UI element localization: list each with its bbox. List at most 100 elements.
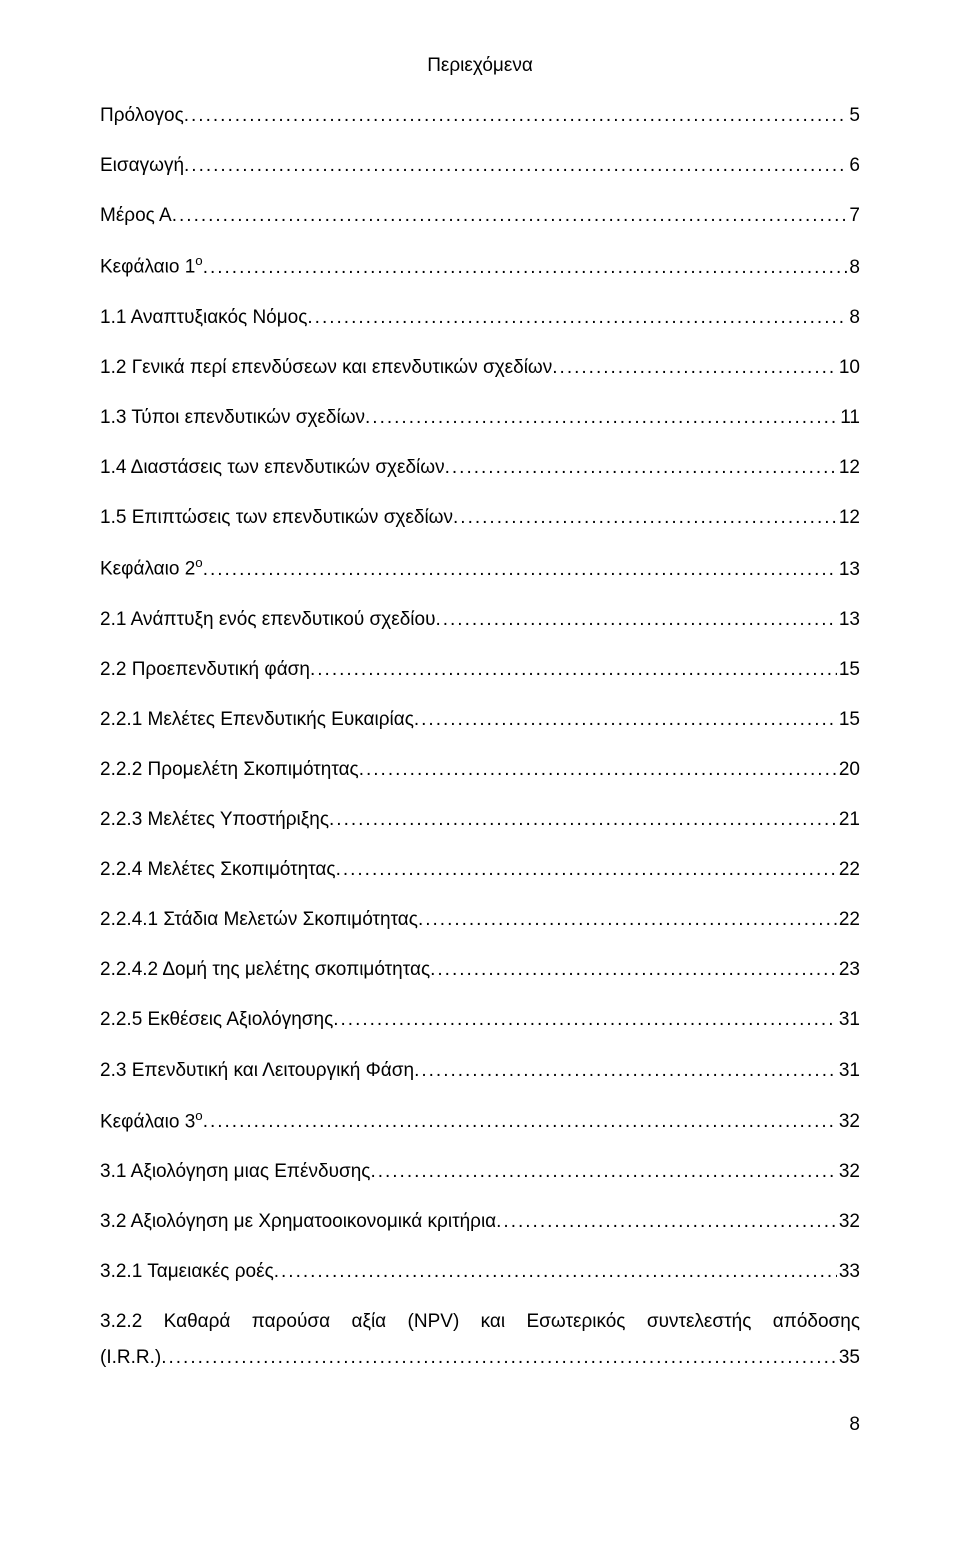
toc-page: 5 xyxy=(847,98,860,134)
toc-dots xyxy=(430,952,837,988)
toc-entry: 1.2 Γενικά περί επενδύσεων και επενδυτικ… xyxy=(100,350,860,386)
toc-label: Μέρος Α xyxy=(100,198,172,234)
toc-page: 13 xyxy=(837,552,860,588)
toc-label: 2.2.1 Μελέτες Επενδυτικής Ευκαιρίας xyxy=(100,702,414,738)
toc-page: 35 xyxy=(837,1340,860,1376)
toc-dots xyxy=(552,350,837,386)
toc-page: 21 xyxy=(837,802,860,838)
toc-label: 1.2 Γενικά περί επενδύσεων και επενδυτικ… xyxy=(100,350,552,386)
toc-entry: Εισαγωγή 6 xyxy=(100,148,860,184)
toc-label: Κεφάλαιο 2ο xyxy=(100,550,203,587)
toc-label: 2.2.4 Μελέτες Σκοπιμότητας xyxy=(100,852,336,888)
toc-label: 1.4 Διαστάσεις των επενδυτικών σχεδίων xyxy=(100,450,445,486)
toc-entry: 1.3 Τύποι επενδυτικών σχεδίων 11 xyxy=(100,400,860,436)
toc-dots xyxy=(445,450,837,486)
toc-page: 22 xyxy=(837,852,860,888)
toc-entry: Κεφάλαιο 2ο 13 xyxy=(100,550,860,587)
toc-label: Κεφάλαιο 3ο xyxy=(100,1103,203,1140)
toc-dots xyxy=(184,98,848,134)
toc-entry: 2.2 Προεπενδυτική φάση 15 xyxy=(100,652,860,688)
toc-label: 2.1 Ανάπτυξη ενός επενδυτικού σχεδίου xyxy=(100,602,435,638)
toc-page: 8 xyxy=(847,300,860,336)
toc-entry: Κεφάλαιο 3ο 32 xyxy=(100,1103,860,1140)
toc-label: 2.2.4.1 Στάδια Μελετών Σκοπιμότητας xyxy=(100,902,418,938)
toc-entry: Μέρος Α 7 xyxy=(100,198,860,234)
toc-page: 20 xyxy=(837,752,860,788)
toc-dots xyxy=(203,552,837,588)
toc-entry: 2.2.5 Εκθέσεις Αξιολόγησης 31 xyxy=(100,1002,860,1038)
toc-label: Κεφάλαιο 1ο xyxy=(100,248,203,285)
toc-label: Πρόλογος xyxy=(100,98,184,134)
toc-label: 2.2.5 Εκθέσεις Αξιολόγησης xyxy=(100,1002,333,1038)
page-number: 8 xyxy=(100,1407,860,1443)
toc-page: 32 xyxy=(837,1104,860,1140)
toc-dots xyxy=(370,1154,836,1190)
toc-entry: 1.1 Αναπτυξιακός Νόμος 8 xyxy=(100,300,860,336)
toc-entry: 2.1 Ανάπτυξη ενός επενδυτικού σχεδίου 13 xyxy=(100,602,860,638)
toc-dots xyxy=(453,500,837,536)
toc-dots xyxy=(310,652,837,688)
toc-page: 10 xyxy=(837,350,860,386)
toc-label: 2.2.4.2 Δομή της μελέτης σκοπιμότητας xyxy=(100,952,430,988)
toc-page: 12 xyxy=(837,450,860,486)
toc-page: 13 xyxy=(837,602,860,638)
toc-entry: 3.1 Αξιολόγηση μιας Επένδυσης 32 xyxy=(100,1154,860,1190)
toc-dots xyxy=(418,902,837,938)
toc-entry: 2.2.4 Μελέτες Σκοπιμότητας 22 xyxy=(100,852,860,888)
toc-label: 3.2 Αξιολόγηση με Χρηματοοικονομικά κριτ… xyxy=(100,1204,496,1240)
toc-label: 2.2.2 Προμελέτη Σκοπιμότητας xyxy=(100,752,359,788)
toc-label: 2.2 Προεπενδυτική φάση xyxy=(100,652,310,688)
toc-page: 15 xyxy=(837,702,860,738)
toc-page: 15 xyxy=(837,652,860,688)
toc-entry: 2.2.4.2 Δομή της μελέτης σκοπιμότητας 23 xyxy=(100,952,860,988)
toc-entry: 2.2.2 Προμελέτη Σκοπιμότητας 20 xyxy=(100,752,860,788)
toc-page: 32 xyxy=(837,1204,860,1240)
toc-page: 31 xyxy=(837,1002,860,1038)
toc-page: 12 xyxy=(837,500,860,536)
toc-entry: 1.5 Επιπτώσεις των επενδυτικών σχεδίων 1… xyxy=(100,500,860,536)
toc-page: 7 xyxy=(847,198,860,234)
toc-page: 6 xyxy=(847,148,860,184)
toc-dots xyxy=(414,702,837,738)
toc-dots xyxy=(203,250,848,286)
toc-label: 1.5 Επιπτώσεις των επενδυτικών σχεδίων xyxy=(100,500,453,536)
toc-label: (I.R.R.) xyxy=(100,1340,161,1376)
toc-label: 3.1 Αξιολόγηση μιας Επένδυσης xyxy=(100,1154,370,1190)
toc-label: 2.3 Επενδυτική και Λειτουργική Φάση xyxy=(100,1053,414,1089)
toc-page: 31 xyxy=(837,1053,860,1089)
toc-dots xyxy=(307,300,847,336)
toc-entry: Κεφάλαιο 1ο 8 xyxy=(100,248,860,285)
toc-dots xyxy=(203,1104,837,1140)
toc-entry-multiline: 3.2.2 Καθαρά παρούσα αξία (NPV) και Εσωτ… xyxy=(100,1304,860,1376)
toc-dots xyxy=(496,1204,837,1240)
toc-entry: 2.2.3 Μελέτες Υποστήριξης 21 xyxy=(100,802,860,838)
toc-label: 1.1 Αναπτυξιακός Νόμος xyxy=(100,300,307,336)
toc-label: Εισαγωγή xyxy=(100,148,184,184)
toc-entry: 2.2.1 Μελέτες Επενδυτικής Ευκαιρίας 15 xyxy=(100,702,860,738)
toc-label: 3.2.1 Ταμειακές ροές xyxy=(100,1254,274,1290)
toc-dots xyxy=(414,1053,837,1089)
toc-label: 1.3 Τύποι επενδυτικών σχεδίων xyxy=(100,400,365,436)
table-of-contents: Πρόλογος 5 Εισαγωγή 6 Μέρος Α 7 Κεφάλαιο 1ο… xyxy=(100,98,860,1290)
toc-entry: 3.2.1 Ταμειακές ροές 33 xyxy=(100,1254,860,1290)
toc-page: 23 xyxy=(837,952,860,988)
toc-entry: 1.4 Διαστάσεις των επενδυτικών σχεδίων 1… xyxy=(100,450,860,486)
toc-dots xyxy=(172,198,848,234)
toc-dots xyxy=(184,148,847,184)
toc-dots xyxy=(359,752,837,788)
toc-entry: 3.2 Αξιολόγηση με Χρηματοοικονομικά κριτ… xyxy=(100,1204,860,1240)
toc-dots xyxy=(365,400,838,436)
toc-label: 2.2.3 Μελέτες Υποστήριξης xyxy=(100,802,329,838)
toc-dots xyxy=(435,602,836,638)
toc-dots xyxy=(329,802,837,838)
toc-page: 8 xyxy=(847,250,860,286)
toc-page: 32 xyxy=(837,1154,860,1190)
toc-entry: 2.3 Επενδυτική και Λειτουργική Φάση 31 xyxy=(100,1053,860,1089)
toc-dots xyxy=(161,1340,837,1376)
toc-dots xyxy=(336,852,837,888)
toc-page: 33 xyxy=(837,1254,860,1290)
toc-dots xyxy=(333,1002,837,1038)
toc-label: 3.2.2 Καθαρά παρούσα αξία (NPV) και Εσωτ… xyxy=(100,1304,860,1340)
doc-title: Περιεχόμενα xyxy=(100,48,860,84)
toc-page: 11 xyxy=(838,400,860,436)
